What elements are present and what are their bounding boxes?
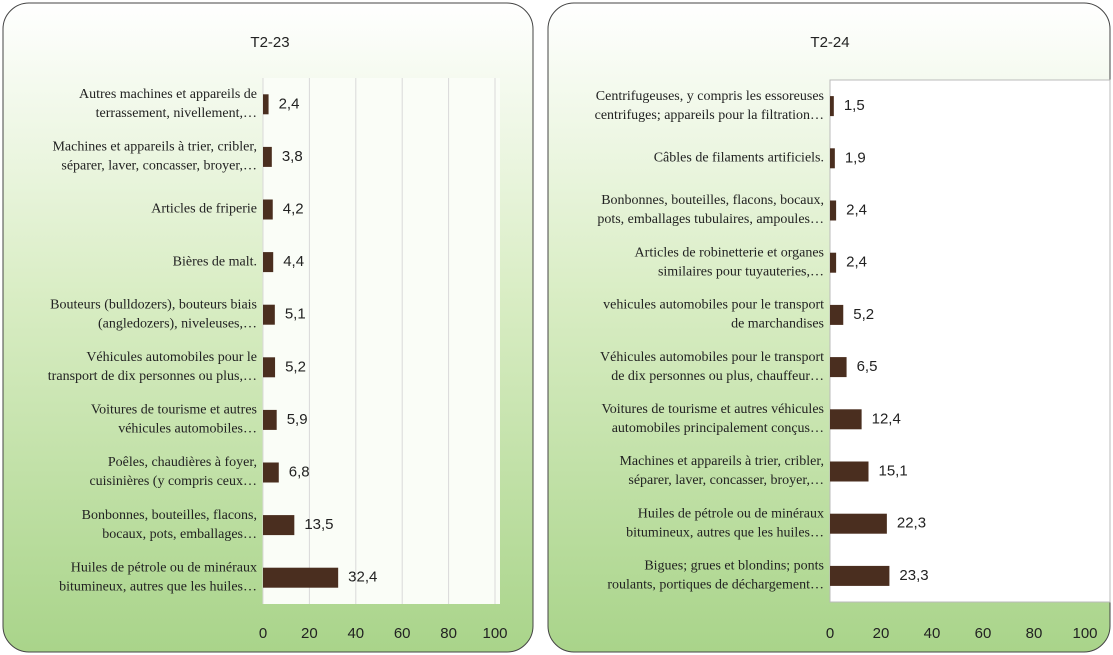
- value-label: 5,2: [285, 358, 306, 375]
- category-label: Bières de malt.: [173, 254, 257, 269]
- value-label: 4,4: [283, 253, 304, 270]
- value-label: 12,4: [872, 410, 901, 427]
- category-label: Autres machines et appareils de: [79, 87, 257, 102]
- category-label: Câbles de filaments artificiels.: [654, 151, 824, 166]
- category-label: (angledozers), niveleuses,…: [98, 316, 257, 331]
- value-label: 4,2: [283, 200, 304, 217]
- category-label: Véhicules automobiles pour le: [86, 350, 257, 365]
- x-tick-label: 60: [394, 625, 411, 642]
- x-tick-label: 60: [975, 625, 992, 642]
- category-label: Huiles de pétrole ou de minéraux: [638, 506, 824, 521]
- value-label: 5,1: [285, 306, 306, 323]
- value-label: 2,4: [279, 95, 300, 112]
- category-label: cuisinières (y compris ceux…: [89, 474, 257, 489]
- x-tick-label: 40: [347, 625, 364, 642]
- value-label: 2,4: [846, 254, 867, 271]
- category-label: véhicules automobiles…: [118, 422, 257, 437]
- x-tick-label: 0: [826, 625, 834, 642]
- category-label: vehicules automobiles pour le transport: [603, 298, 824, 313]
- category-label: Machines et appareils à trier, cribler,: [619, 454, 824, 469]
- category-label: Huiles de pétrole ou de minéraux: [71, 560, 257, 575]
- category-label: terrassement, nivellement,…: [96, 106, 257, 121]
- category-label: centrifuges; appareils pour la filtratio…: [595, 108, 824, 123]
- category-label: bitumineux, autres que les huiles…: [59, 579, 257, 594]
- category-label: Véhicules automobiles pour le transport: [600, 350, 824, 365]
- category-label: bocaux, pots, emballages…: [102, 527, 257, 542]
- value-label: 23,3: [899, 567, 928, 584]
- category-label: Voitures de tourisme et autres: [91, 403, 257, 418]
- value-label: 1,5: [844, 97, 865, 114]
- category-label: séparer, laver, concasser, broyer,…: [628, 473, 824, 488]
- value-label: 3,8: [282, 148, 303, 165]
- bar: [830, 200, 837, 221]
- bar: [263, 462, 279, 483]
- value-label: 6,5: [857, 358, 878, 375]
- category-label: transport de dix personnes ou plus,…: [48, 369, 257, 384]
- category-label: Voitures de tourisme et autres véhicules: [601, 402, 824, 417]
- x-tick-label: 20: [301, 625, 318, 642]
- bar: [830, 148, 835, 169]
- category-label: Machines et appareils à trier, cribler,: [52, 140, 257, 155]
- bar: [263, 515, 295, 536]
- bar: [263, 409, 277, 430]
- category-label: Bouteurs (bulldozers), bouteurs biais: [50, 297, 257, 312]
- value-label: 2,4: [846, 201, 867, 218]
- bar: [263, 357, 276, 378]
- category-label: Bonbonnes, bouteilles, flacons, bocaux,: [601, 193, 824, 208]
- category-label: Centrifugeuses, y compris les essoreuses: [596, 89, 824, 104]
- bar: [830, 461, 869, 482]
- category-label: de marchandises: [731, 317, 824, 332]
- category-label: Articles de robinetterie et organes: [635, 245, 824, 260]
- category-label: séparer, laver, concasser, broyer,…: [61, 159, 257, 174]
- bar: [263, 94, 269, 115]
- bar: [830, 96, 834, 117]
- chart-title: T2-24: [810, 34, 849, 51]
- category-label: Poêles, chaudières à foyer,: [108, 455, 257, 470]
- bar: [263, 199, 273, 220]
- x-tick-label: 20: [873, 625, 890, 642]
- value-label: 15,1: [879, 462, 908, 479]
- bar: [263, 146, 272, 167]
- category-label: bitumineux, autres que les huiles…: [626, 525, 824, 540]
- value-label: 5,2: [853, 306, 874, 323]
- x-tick-label: 0: [259, 625, 267, 642]
- value-label: 22,3: [897, 515, 926, 532]
- value-label: 5,9: [287, 411, 308, 428]
- bar: [830, 409, 862, 430]
- bar: [263, 252, 274, 273]
- bar: [830, 304, 844, 325]
- value-label: 13,5: [304, 516, 333, 533]
- category-label: de dix personnes ou plus, chauffeur…: [611, 369, 824, 384]
- category-label: automobiles principalement conçus…: [612, 421, 824, 436]
- category-label: Bonbonnes, bouteilles, flacons,: [82, 508, 257, 523]
- bar: [830, 357, 847, 378]
- x-tick-label: 100: [1072, 625, 1097, 642]
- category-label: Bigues; grues et blondins; ponts: [644, 559, 824, 574]
- value-label: 32,4: [348, 569, 377, 586]
- chart-title: T2-23: [250, 34, 289, 51]
- x-tick-label: 80: [440, 625, 457, 642]
- category-label: Articles de friperie: [151, 202, 257, 217]
- plot-area: [263, 78, 500, 604]
- value-label: 1,9: [845, 149, 866, 166]
- bar: [830, 565, 890, 586]
- x-tick-label: 80: [1026, 625, 1043, 642]
- category-label: similaires pour tuyauteries,…: [658, 264, 824, 279]
- x-tick-label: 100: [482, 625, 507, 642]
- x-tick-label: 40: [924, 625, 941, 642]
- value-label: 6,8: [289, 463, 310, 480]
- bar: [830, 252, 837, 273]
- bar: [263, 304, 275, 325]
- bar: [263, 567, 339, 588]
- bar: [830, 513, 887, 534]
- category-label: pots, emballages tubulaires, ampoules…: [597, 212, 824, 227]
- category-label: roulants, portiques de déchargement…: [607, 578, 824, 593]
